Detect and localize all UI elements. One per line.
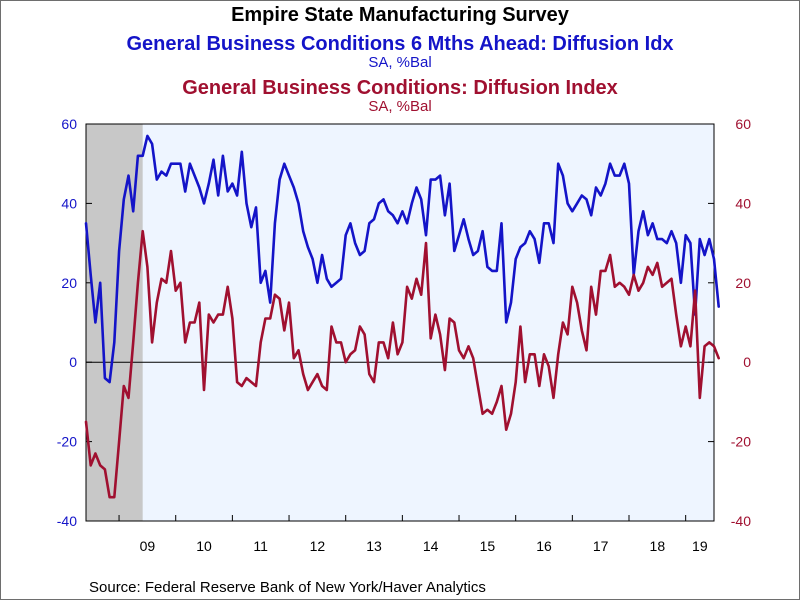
left-axis-label: 20 <box>61 275 77 291</box>
plot-border <box>85 123 715 522</box>
plot-area <box>86 124 714 521</box>
series-line-current-conditions <box>84 229 721 499</box>
right-axis-label: 40 <box>735 195 751 211</box>
x-axis-label: 19 <box>692 538 708 554</box>
right-axis-label: 20 <box>735 275 751 291</box>
left-axis-label: 0 <box>69 354 77 370</box>
series-line-future-conditions <box>84 134 721 384</box>
series2-title: General Business Conditions: Diffusion I… <box>182 77 618 99</box>
x-axis-label: 09 <box>140 538 156 554</box>
x-axis-label: 15 <box>480 538 496 554</box>
x-axis-label: 13 <box>366 538 382 554</box>
series1-title: General Business Conditions 6 Mths Ahead… <box>126 33 674 55</box>
left-axis-label: -20 <box>57 434 77 450</box>
x-axis-label: 12 <box>310 538 326 554</box>
right-axis-label: -40 <box>731 513 751 529</box>
x-axis-label: 14 <box>423 538 439 554</box>
right-axis-label: 0 <box>743 354 751 370</box>
x-axis-label: 18 <box>650 538 666 554</box>
left-axis-label: 40 <box>61 195 77 211</box>
x-axis-label: 11 <box>253 538 268 554</box>
left-axis-label: 60 <box>61 116 77 132</box>
left-axis-label: -40 <box>57 513 77 529</box>
x-axis-label: 10 <box>196 538 212 554</box>
series2-unit: SA, %Bal <box>368 98 432 115</box>
right-axis-label: -20 <box>731 434 751 450</box>
x-axis-label: 17 <box>593 538 609 554</box>
source-note: Source: Federal Reserve Bank of New York… <box>89 579 486 596</box>
series1-unit: SA, %Bal <box>368 54 432 71</box>
chart-title: Empire State Manufacturing Survey <box>231 4 569 26</box>
right-axis-label: 60 <box>735 116 751 132</box>
x-axis-label: 16 <box>536 538 552 554</box>
